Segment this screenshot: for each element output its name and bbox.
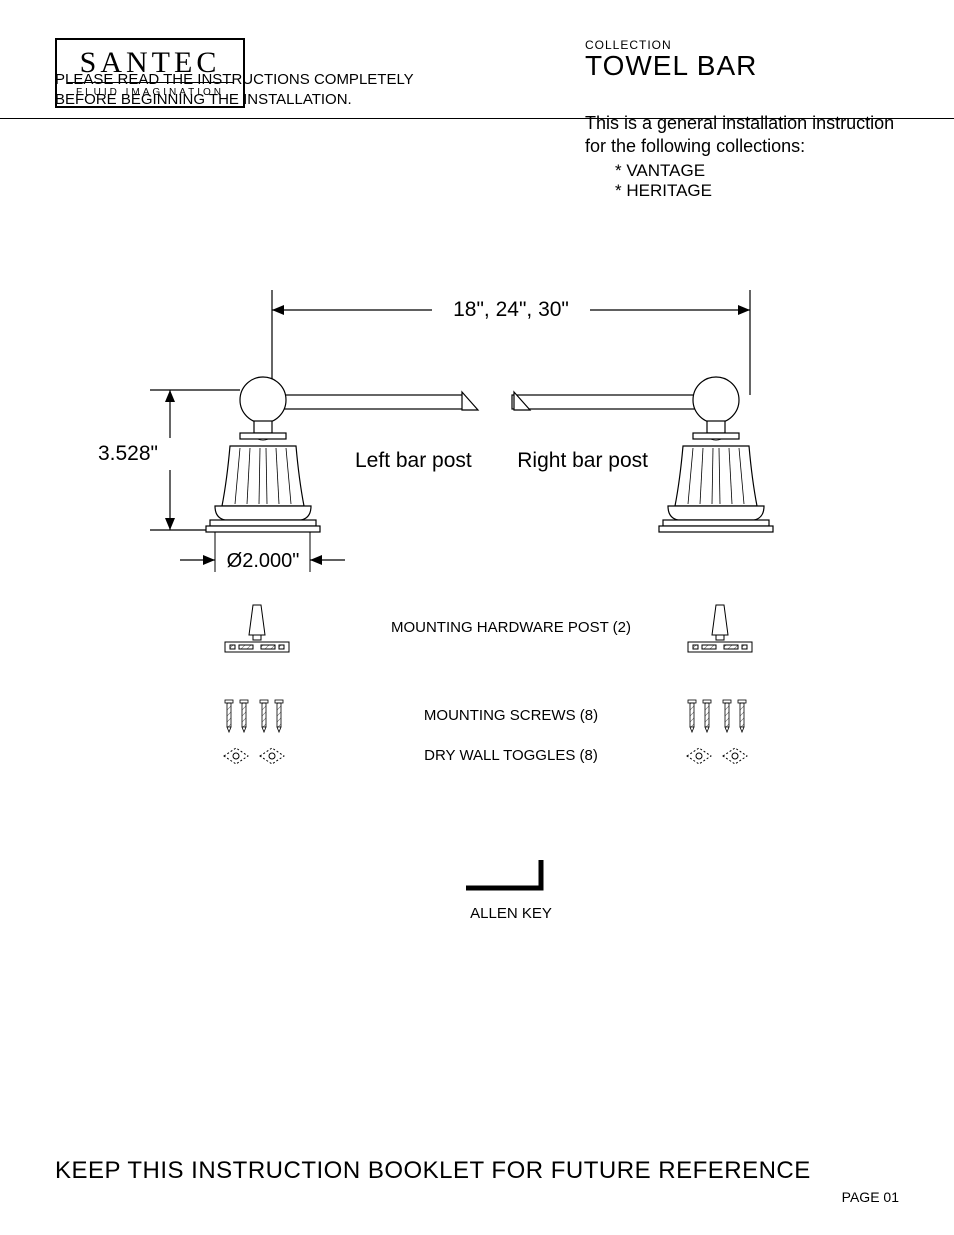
screws-label: MOUNTING SCREWS (8) <box>424 707 598 724</box>
width-label: 18", 24", 30" <box>453 298 569 321</box>
left-post-label: Left bar post <box>355 449 472 472</box>
header-right: COLLECTION TOWEL BAR This is a general i… <box>585 38 915 201</box>
screws-right-icon <box>688 700 746 732</box>
towel-bar-drawing: Left bar post Right bar post <box>206 377 773 532</box>
height-label: 3.528" <box>98 442 158 465</box>
intro-text: This is a general installation instructi… <box>585 112 915 159</box>
diagram-area: 18", 24", 30" 3.528" Ø2.000" <box>0 260 954 960</box>
collection-item: * VANTAGE <box>615 161 915 181</box>
width-dimension: 18", 24", 30" <box>272 290 750 395</box>
screws-left-icon <box>225 700 283 732</box>
mounting-post-right-icon <box>688 605 752 652</box>
technical-diagram: 18", 24", 30" 3.528" Ø2.000" <box>0 260 954 960</box>
toggles-label: DRY WALL TOGGLES (8) <box>424 747 598 764</box>
mounting-post-label: MOUNTING HARDWARE POST (2) <box>391 619 631 636</box>
collection-item: * HERITAGE <box>615 181 915 201</box>
mounting-post-left-icon <box>225 605 289 652</box>
toggles-right-icon <box>687 748 747 764</box>
collections-list: * VANTAGE * HERITAGE <box>615 161 915 201</box>
allen-key-label: ALLEN KEY <box>470 905 552 922</box>
product-title: TOWEL BAR <box>585 50 915 82</box>
document-footer: KEEP THIS INSTRUCTION BOOKLET FOR FUTURE… <box>55 1157 899 1185</box>
toggles-left-icon <box>224 748 284 764</box>
page-number: PAGE 01 <box>842 1189 899 1205</box>
diameter-dimension: Ø2.000" <box>180 532 345 572</box>
right-post-label: Right bar post <box>517 449 648 472</box>
allen-key-icon <box>466 860 541 888</box>
keep-note: KEEP THIS INSTRUCTION BOOKLET FOR FUTURE… <box>55 1157 899 1185</box>
document-header: SANTEC FLUID IMAGINATION COLLECTION TOWE… <box>0 0 954 119</box>
read-instructions-note: PLEASE READ THE INSTRUCTIONS COMPLETELY … <box>55 70 414 111</box>
diameter-label: Ø2.000" <box>227 550 300 572</box>
